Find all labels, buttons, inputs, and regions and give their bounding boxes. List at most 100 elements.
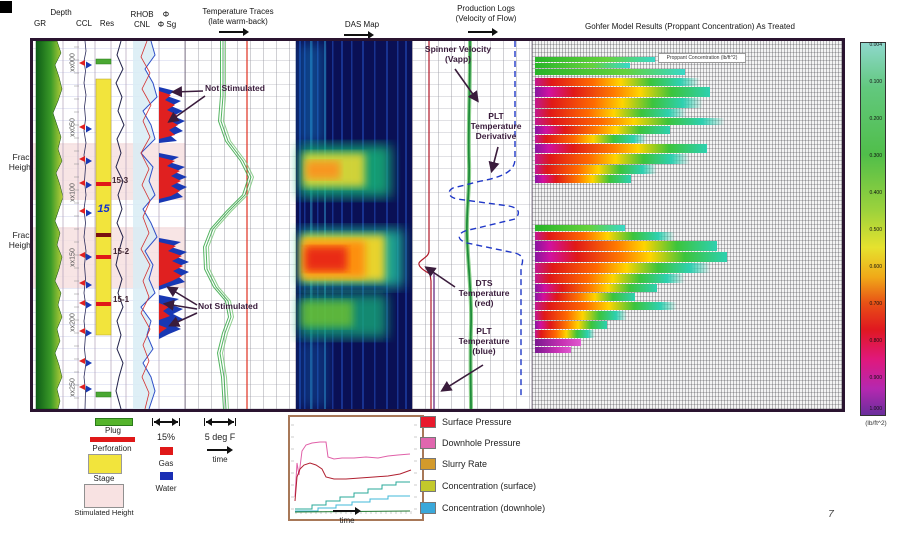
legend-swatch-surface-pressure [420,416,436,428]
colorbar-label: 0.300 [869,153,882,159]
frac-height-label-upper: Frac Height [8,152,34,172]
header-temperature-traces: Temperature Traces (late warm-back) [202,7,274,26]
header-cnl: CNL [133,20,150,29]
log-plot-canvas [35,41,727,409]
arrow-right-icon [468,28,498,36]
legend-label-concentration-downhole: Concentration (downhole) [442,503,546,513]
plug-bar [95,391,112,398]
dts-temperature-curve [418,41,432,409]
header-gr: GR [34,19,46,28]
time-label-plot: time [339,516,355,525]
colorbar-unit: (lb/ft^2) [865,420,887,427]
header-gohfer-title: Gohfer Model Results (Proppant Concentra… [585,22,795,31]
colorbar-label: 0.600 [869,264,882,270]
legend-swatch-slurry-rate [420,458,436,470]
arrow-right-icon [344,31,374,39]
stage-label-15-2: 15-2 [113,247,130,256]
das-map-heatmap [296,41,412,409]
plug-bar [95,58,112,65]
colorbar-label: 0.900 [869,375,882,381]
colorbar-label: 0.400 [869,190,882,196]
depth-label: xx100 [69,183,77,202]
main-log-panel: xx000 xx050 xx100 xx150 xx200 xx250 15-3… [30,38,845,412]
legend-label-slurry-rate: Slurry Rate [442,459,488,469]
header-phi-sg: Φ Sg [157,20,177,29]
colorbar-label: 0.100 [869,79,882,85]
depth-ticks [74,46,79,399]
stage-label-15: 15 [97,203,110,215]
proppant-colorbar [860,42,886,416]
annotation-arrows [162,68,500,392]
colorbar-label: 0.700 [869,301,882,307]
legend-swatch-concentration-surface [420,480,436,492]
annotation-dts-temperature: DTS Temperature (red) [458,278,510,309]
depth-label: xx250 [69,378,77,397]
depth-label: xx000 [69,53,77,72]
stage-swatch [88,454,122,474]
plt-temperature-curve [448,41,524,396]
annotation-plt-derivative: PLT Temperature Derivative [470,111,522,142]
downhole-pressure-curve [294,441,411,498]
water-label: Water [155,484,177,493]
perforation-bar [96,302,111,306]
concentration-downhole-curve [295,495,410,512]
gohfer-inner-title: Proppant Concentration (lb/ft^2) [658,53,746,63]
pct-scale-label: 15% [156,432,175,442]
legend-swatch-concentration-downhole [420,502,436,514]
frac-height-label-lower: Frac Height [8,230,34,250]
perforation-swatch [90,437,135,442]
gohfer-proppant-bars [535,57,727,353]
legend-swatch-downhole-pressure [420,437,436,449]
treatment-plot [288,415,424,521]
ccl-curve [79,41,92,409]
header-res: Res [99,19,115,28]
header-ccl: CCL [75,19,92,28]
stage-label: Stage [93,474,115,483]
stimulated-height-label: Stimulated Height [74,508,134,517]
depth-label: xx200 [69,313,77,332]
temp-scale-label: 5 deg F [204,432,236,442]
ccl-markers [79,60,92,393]
header-phi: Φ [162,10,170,19]
gas-water-blobs [159,87,189,339]
double-arrow-icon [204,418,236,426]
stage-column [95,58,112,398]
treatment-plot-canvas [291,424,417,514]
spinner-velocity-curve [465,41,473,409]
header-production-logs: Production Logs (Velocity of Flow) [455,4,517,23]
annotation-spinner-velocity: Spinner Velocity (Vapp) [424,44,492,65]
colorbar-label: 0.004 [869,42,882,48]
concentration-surface-curve [295,481,410,510]
legend-label-downhole-pressure: Downhole Pressure [442,438,521,448]
legend-label-surface-pressure: Surface Pressure [442,417,512,427]
perforation-bar [96,182,111,186]
perforation-bar [96,255,111,259]
corner-marker [0,1,12,13]
plug-swatch [95,418,133,426]
time-arrow-icon [207,446,233,454]
res-curve [115,41,125,409]
gr-curve [35,41,64,409]
header-rhob: RHOB [130,10,154,19]
stage-label-15-3: 15-3 [112,176,129,185]
colorbar-label: 1.000 [869,406,882,412]
annotation-not-stimulated-top: Not Stimulated [205,83,265,93]
temperature-traces [202,41,255,409]
perforation-bar [96,233,111,237]
annotation-not-stimulated-bottom: Not Stimulated [198,301,258,311]
perforation-label: Perforation [92,444,132,453]
depth-label: xx150 [69,248,77,267]
colorbar-label: 0.200 [869,116,882,122]
annotation-plt-temperature: PLT Temperature (blue) [458,326,510,357]
time-label-left: time [212,455,228,464]
legend-label-concentration-surface: Concentration (surface) [442,481,537,491]
surface-pressure-curve [294,462,412,502]
plug-label: Plug [104,426,121,435]
colorbar-label: 0.500 [869,227,882,233]
double-arrow-icon [152,418,180,426]
time-arrow-icon [333,507,361,515]
colorbar-label: 0.800 [869,338,882,344]
header-depth: Depth [50,8,72,17]
arrow-right-icon [219,28,249,36]
water-swatch [160,472,173,480]
